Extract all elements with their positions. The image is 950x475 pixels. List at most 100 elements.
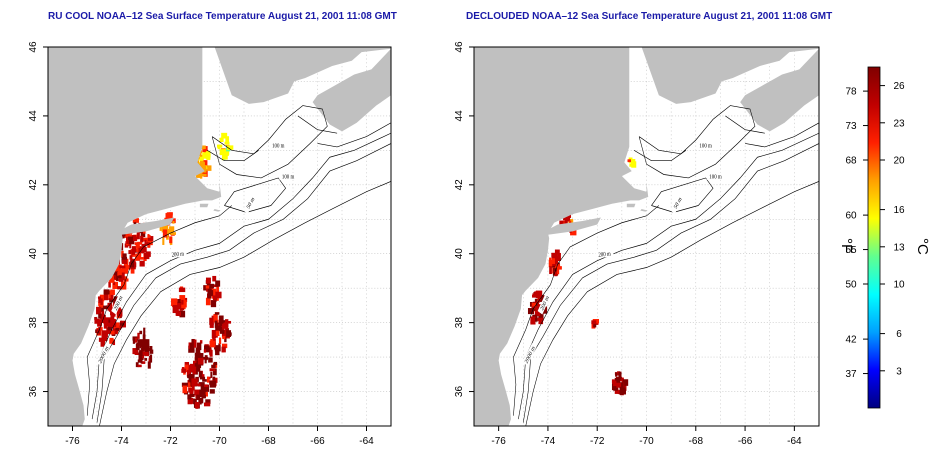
sst-pixel xyxy=(206,376,210,383)
celsius-tick-label: 26 xyxy=(893,81,905,92)
isobath-line xyxy=(651,177,714,213)
sst-pixel xyxy=(199,401,202,405)
sst-pixel xyxy=(191,385,195,391)
sst-pixel xyxy=(139,260,145,267)
sst-pixel xyxy=(556,266,560,275)
left-panel-title: RU COOL NOAA–12 Sea Surface Temperature … xyxy=(48,11,397,22)
sst-pixel xyxy=(104,322,111,327)
left-land xyxy=(48,47,391,426)
sst-pixel xyxy=(130,268,135,274)
land-polygon xyxy=(740,48,819,132)
land-polygon xyxy=(640,208,648,212)
isobath-line xyxy=(725,115,765,134)
sst-pixel xyxy=(103,290,109,295)
isobath-label-bg xyxy=(670,191,685,215)
fahrenheit-tick-label: 55 xyxy=(845,245,857,256)
y-tick-label: 38 xyxy=(454,317,465,329)
sst-pixel xyxy=(98,337,103,342)
sst-pixel xyxy=(210,371,213,378)
sst-pixel xyxy=(115,327,120,332)
sst-pixel xyxy=(121,259,127,264)
sst-pixel xyxy=(534,308,539,316)
x-tick-label: -74 xyxy=(541,436,556,447)
sst-pixel xyxy=(205,165,212,171)
sst-pixel xyxy=(110,319,117,327)
sst-pixel xyxy=(136,342,140,351)
sst-pixel xyxy=(144,246,147,253)
sst-pixel xyxy=(139,330,143,335)
x-tick-label: -72 xyxy=(590,436,605,447)
x-tick-label: -76 xyxy=(491,436,506,447)
sst-pixel xyxy=(211,364,216,369)
sst-pixel xyxy=(195,365,201,372)
isobath-line xyxy=(525,181,819,426)
sst-pixel xyxy=(189,388,194,396)
sst-pixel xyxy=(100,327,103,331)
sst-pixel xyxy=(554,271,558,277)
sst-pixel xyxy=(147,238,153,246)
celsius-tick-label: 16 xyxy=(893,205,905,216)
sst-pixel xyxy=(118,269,122,278)
sst-pixel xyxy=(188,373,195,382)
sst-pixel xyxy=(135,362,139,368)
celsius-unit-label: °C xyxy=(914,238,931,255)
sst-pixel xyxy=(133,236,137,242)
sst-pixel xyxy=(99,294,105,302)
sst-pixel xyxy=(197,383,201,387)
sst-pixel xyxy=(534,317,538,322)
sst-pixel xyxy=(143,252,150,256)
sst-pixel xyxy=(551,252,558,258)
isobath-line xyxy=(99,181,391,426)
sst-pixel xyxy=(199,340,203,344)
sst-pixel xyxy=(140,235,144,243)
sst-pixel xyxy=(551,258,555,265)
sst-pixel xyxy=(199,390,206,398)
sst-pixel xyxy=(206,289,210,292)
sst-pixel xyxy=(168,229,175,233)
isobath-label-bg xyxy=(96,343,111,367)
land-polygon xyxy=(48,47,391,104)
sst-pixel xyxy=(113,268,119,276)
isobath-label: 100 m xyxy=(709,174,722,181)
y-tick-label: 40 xyxy=(454,248,465,260)
sst-pixel xyxy=(195,347,201,353)
sst-pixel xyxy=(200,353,204,358)
isobath-label-bg xyxy=(595,249,614,259)
sst-pixel xyxy=(218,337,222,345)
isobath-label: 50 m xyxy=(673,196,683,211)
sst-pixel xyxy=(189,367,196,372)
y-tick-label: 36 xyxy=(28,386,39,398)
isobath-line xyxy=(297,115,338,134)
sst-pixel xyxy=(203,349,207,353)
sst-pixel xyxy=(116,275,119,281)
sst-pixel xyxy=(108,293,114,301)
sst-pixel xyxy=(194,352,201,361)
celsius-tick-label: 3 xyxy=(896,366,902,377)
x-tick-label: -70 xyxy=(639,436,654,447)
isobath-label-bg xyxy=(269,141,288,149)
sst-pixel xyxy=(124,276,128,280)
sst-pixel xyxy=(122,253,127,258)
sst-pixel xyxy=(199,173,203,179)
sst-pixel xyxy=(170,218,176,224)
sst-pixel xyxy=(622,379,629,386)
sst-pixel xyxy=(209,283,214,289)
sst-pixel xyxy=(208,286,212,292)
sst-pixel xyxy=(98,313,104,319)
x-tick-label: -66 xyxy=(310,436,325,447)
sst-pixel xyxy=(110,312,115,320)
sst-pixel xyxy=(549,266,552,275)
sst-pixel xyxy=(187,374,190,379)
sst-pixel xyxy=(209,349,213,357)
sst-pixel xyxy=(132,262,137,268)
sst-pixel xyxy=(100,338,105,347)
sst-pixel xyxy=(203,384,210,392)
x-tick-label: -68 xyxy=(261,436,276,447)
sst-pixel xyxy=(142,334,146,340)
sst-pixel xyxy=(183,297,188,302)
sst-pixel xyxy=(107,325,113,334)
sst-pixel xyxy=(554,249,560,255)
sst-pixel xyxy=(98,298,103,303)
sst-pixel xyxy=(177,301,182,310)
sst-pixel xyxy=(195,402,199,409)
